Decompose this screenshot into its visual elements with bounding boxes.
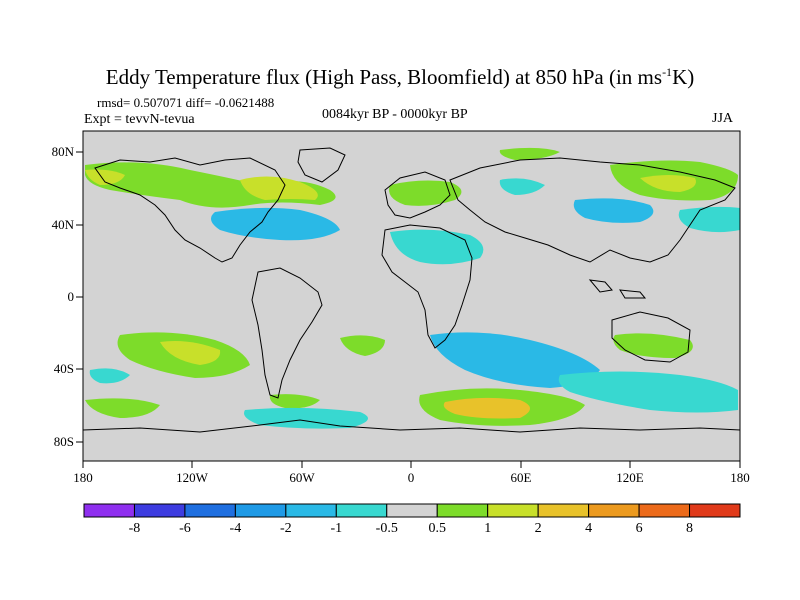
stats-text: rmsd= 0.507071 diff= -0.0621488 bbox=[97, 95, 275, 110]
patch-cyan-sepac bbox=[89, 368, 130, 384]
lat-tick-80s: 80S bbox=[53, 434, 74, 449]
patch-yellow-spac bbox=[160, 341, 221, 365]
patch-yellow-alaska bbox=[85, 169, 125, 185]
coastlines bbox=[82, 147, 741, 433]
greenland-coast bbox=[297, 147, 346, 183]
patch-cyan-npac bbox=[678, 206, 740, 233]
europe-coast bbox=[384, 171, 451, 219]
colorbar-box bbox=[386, 503, 438, 518]
patch-cyan-sahara bbox=[390, 229, 484, 265]
patch-orange-sio bbox=[443, 397, 530, 419]
north-america-coast bbox=[94, 157, 286, 263]
colorbar bbox=[83, 503, 741, 518]
colorbar-box bbox=[234, 503, 287, 518]
colorbar-label: -4 bbox=[229, 521, 242, 536]
lon-tick-60e: 60E bbox=[510, 470, 532, 485]
lat-tick-80n: 80N bbox=[51, 144, 74, 159]
tick-marks bbox=[76, 151, 741, 468]
colorbar-label: -1 bbox=[330, 521, 343, 536]
lon-tick-120e: 120E bbox=[616, 470, 644, 485]
patch-green-aus bbox=[613, 333, 693, 358]
lat-tick-0: 0 bbox=[67, 289, 75, 304]
period-label: 0084kyr BP - 0000kyr BP bbox=[322, 107, 468, 122]
africa-coast bbox=[381, 224, 473, 349]
colorbar-label: -0.5 bbox=[375, 521, 398, 536]
colorbar-box bbox=[689, 503, 741, 518]
patch-yellow-natl bbox=[240, 176, 318, 200]
season-label: JJA bbox=[712, 111, 734, 126]
colorbar-label: 1 bbox=[484, 521, 492, 536]
australia-coast bbox=[611, 311, 691, 363]
colorbar-box bbox=[184, 503, 236, 518]
colorbar-box bbox=[133, 503, 186, 518]
antarctica-coast bbox=[82, 419, 741, 433]
patch-blue-natl bbox=[211, 207, 340, 241]
patch-blue-asia bbox=[573, 198, 654, 223]
patch-green-europe bbox=[389, 180, 462, 206]
colorbar-label: -6 bbox=[179, 521, 191, 536]
indonesia-coast bbox=[588, 279, 647, 299]
asia-coast bbox=[449, 157, 736, 263]
patch-yellow-npac bbox=[640, 175, 696, 192]
colorbar-box bbox=[588, 503, 640, 518]
colorbar-label: 0.5 bbox=[428, 521, 446, 536]
colorbar-box bbox=[537, 503, 590, 518]
colorbar-label: 4 bbox=[585, 521, 593, 536]
patch-green-arctic bbox=[499, 147, 560, 160]
colorbar-label: 6 bbox=[635, 521, 643, 536]
colorbar-label: 2 bbox=[534, 521, 542, 536]
colorbar-box bbox=[638, 503, 691, 518]
colorbar-label: 8 bbox=[686, 521, 694, 536]
south-america-coast bbox=[251, 267, 323, 399]
colorbar-label: -2 bbox=[280, 521, 292, 536]
lon-tick-180w: 180 bbox=[73, 470, 93, 485]
colorbar-box bbox=[335, 503, 388, 518]
patch-cyan-spac bbox=[558, 371, 738, 413]
lon-tick-60w: 60W bbox=[289, 470, 315, 485]
patch-green-ross bbox=[85, 398, 160, 418]
lon-tick-180e: 180 bbox=[730, 470, 750, 485]
lat-tick-40n: 40N bbox=[51, 217, 74, 232]
colorbar-label: -8 bbox=[128, 521, 141, 536]
map-title: Eddy Temperature flux (High Pass, Bloomf… bbox=[105, 65, 695, 89]
lon-tick-120w: 120W bbox=[176, 470, 208, 485]
patch-blue-sio bbox=[430, 332, 600, 388]
experiment-label: Expt = tevvN-tevua bbox=[84, 112, 195, 127]
patch-cyan-siberia bbox=[499, 178, 545, 195]
patch-green-sam bbox=[269, 394, 320, 409]
colorbar-box bbox=[487, 503, 539, 518]
lon-tick-0: 0 bbox=[407, 470, 415, 485]
lat-tick-40s: 40S bbox=[53, 361, 74, 376]
anomaly-field bbox=[85, 147, 740, 429]
colorbar-box bbox=[285, 503, 337, 518]
patch-green-satl bbox=[340, 335, 385, 356]
colorbar-box bbox=[436, 503, 489, 518]
colorbar-box bbox=[83, 503, 135, 518]
